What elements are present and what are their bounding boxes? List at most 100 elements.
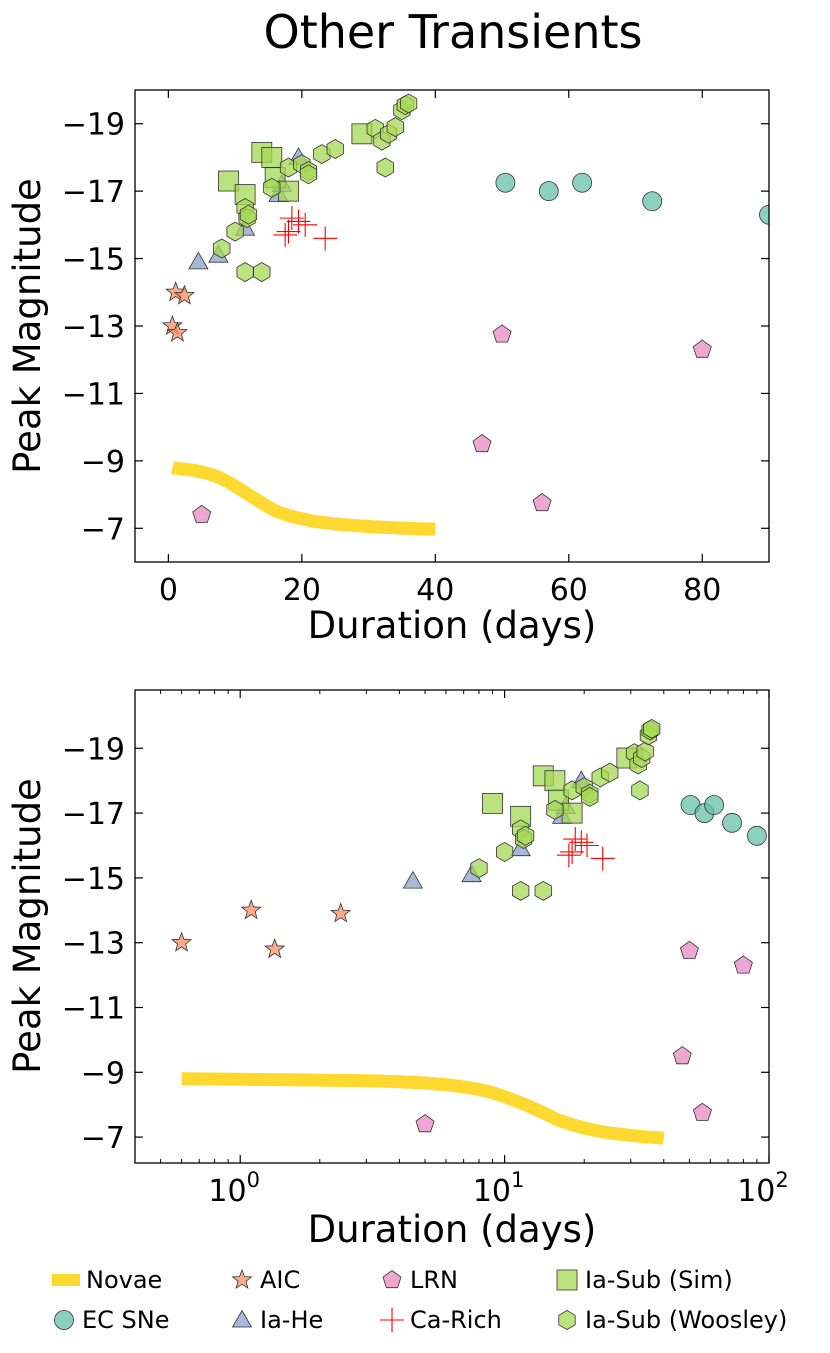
bottom-point-lrn xyxy=(672,1046,692,1065)
top-xtick-label: 20 xyxy=(283,573,321,608)
top-plot-frame xyxy=(134,89,770,563)
top-ylabel: Peak Magnitude xyxy=(6,178,49,474)
bottom-series-ia_sub_woosley xyxy=(470,718,661,901)
bottom-point-ca_rich xyxy=(575,833,600,858)
bottom-series-lrn xyxy=(415,940,753,1133)
bottom-point-ec_sne xyxy=(747,825,767,846)
top-point-ca_rich xyxy=(273,222,298,247)
top-point-ca_rich xyxy=(276,219,301,244)
top-point-ia_sub_sim xyxy=(218,170,239,192)
bottom-series-aic xyxy=(170,899,352,959)
bottom-point-ia_sub_woosley xyxy=(495,842,514,862)
top-point-ia_sub_woosley xyxy=(236,262,254,283)
legend-entry-lrn: LRN xyxy=(382,1266,458,1294)
top-ytick-label: −9 xyxy=(81,445,125,480)
legend-entry-aic: AIC xyxy=(231,1266,300,1294)
top-point-lrn xyxy=(472,434,492,453)
bottom-point-ia_sub_sim xyxy=(482,792,503,814)
bottom-point-lrn xyxy=(415,1114,435,1133)
legend-entry-ca_rich: Ca-Rich xyxy=(380,1306,502,1334)
top-series-novae xyxy=(169,461,436,536)
bottom-point-ia_sub_woosley xyxy=(636,741,654,762)
bottom-point-lrn xyxy=(733,955,753,974)
top-point-lrn xyxy=(192,504,212,523)
legend-swatch-ia_he xyxy=(231,1309,253,1328)
top-point-ia_sub_woosley xyxy=(299,164,318,185)
top-xlabel: Duration (days) xyxy=(308,604,597,647)
legend-entry-ec_sne: EC SNe xyxy=(54,1306,170,1334)
top-ytick-label: −11 xyxy=(62,377,125,412)
top-point-lrn xyxy=(492,324,512,343)
bottom-novae-line xyxy=(181,1072,665,1145)
legend-entry-novae: Novae xyxy=(52,1266,162,1294)
legend-swatch-ia_sub_woosley xyxy=(558,1310,576,1330)
top-point-ec_sne xyxy=(759,204,769,225)
bottom-xtick-label: 102 xyxy=(737,1168,789,1209)
top-series-ca_rich xyxy=(273,206,338,251)
bottom-xtick-label: 100 xyxy=(208,1168,260,1209)
bottom-point-ia_sub_woosley xyxy=(512,880,530,901)
bottom-point-ca_rich xyxy=(560,839,585,864)
bottom-point-ia_sub_woosley xyxy=(643,718,661,739)
bottom-point-ec_sne xyxy=(722,812,742,833)
legend-label-ia_sub_woosley: Ia-Sub (Woosley) xyxy=(585,1306,787,1334)
legend: Novae AIC LRN Ia-Sub (Sim) EC SNe Ia-He Ca-Ric… xyxy=(52,1266,787,1334)
bottom-axes: 100 101 102−7−9−11−13−15−17−19 xyxy=(62,690,789,1209)
top-point-aic xyxy=(166,321,188,342)
bottom-point-ca_rich xyxy=(556,843,581,868)
top-point-ia_sub_sim xyxy=(278,180,299,202)
bottom-point-aic xyxy=(240,899,262,920)
bottom-xtick-label: 101 xyxy=(473,1168,525,1209)
top-ytick-label: −7 xyxy=(81,512,125,547)
top-series-aic xyxy=(161,281,195,342)
bottom-point-ia_he xyxy=(402,870,424,889)
top-point-ec_sne xyxy=(538,181,559,202)
top-point-lrn xyxy=(532,493,552,512)
bottom-xtick-exponent: 1 xyxy=(511,1168,524,1192)
top-point-ia_sub_woosley xyxy=(326,139,344,159)
top-point-ca_rich xyxy=(293,212,318,237)
bottom-point-ca_rich xyxy=(569,830,594,855)
chart-top: 0 20 40 60 80 −7 −9 −11 −13 −15 −17 −19 Duration (d… xyxy=(6,89,770,647)
bottom-ytick-label: −19 xyxy=(62,732,125,767)
top-ytick-label: −13 xyxy=(62,310,125,345)
top-point-ia_sub_woosley xyxy=(213,238,231,259)
bottom-point-ia_sub_woosley xyxy=(516,825,535,846)
bottom-ytick-label: −13 xyxy=(62,927,125,962)
legend-label-ia_sub_sim: Ia-Sub (Sim) xyxy=(585,1266,733,1294)
bottom-ylabel: Peak Magnitude xyxy=(6,778,49,1074)
top-point-ia_sub_woosley xyxy=(386,117,404,138)
top-point-ia_sub_woosley xyxy=(399,93,418,114)
bottom-plot-frame xyxy=(134,689,770,1164)
bottom-ytick-label: −17 xyxy=(62,797,125,832)
bottom-ytick-label: −15 xyxy=(62,862,125,897)
top-point-ca_rich xyxy=(286,209,311,234)
top-point-ia_sub_sim xyxy=(261,147,283,168)
top-point-ec_sne xyxy=(572,172,593,193)
top-xtick-label: 0 xyxy=(159,573,178,608)
legend-swatch-ca_rich xyxy=(380,1308,404,1332)
bottom-point-aic xyxy=(264,938,286,959)
legend-label-lrn: LRN xyxy=(410,1266,458,1294)
legend-swatch-aic xyxy=(231,1268,253,1290)
bottom-point-aic xyxy=(170,931,193,952)
top-point-ca_rich xyxy=(279,206,304,231)
legend-swatch-ia_sub_sim xyxy=(556,1269,578,1291)
bottom-point-ia_sub_woosley xyxy=(546,799,564,820)
legend-label-aic: AIC xyxy=(260,1266,300,1294)
bottom-series-novae xyxy=(181,1072,665,1145)
bottom-point-ia_sub_woosley xyxy=(631,780,649,801)
bottom-xlabel: Duration (days) xyxy=(308,1208,597,1251)
bottom-xtick-exponent: 0 xyxy=(247,1168,260,1192)
top-ytick-label: −17 xyxy=(62,175,125,210)
legend-entry-ia_sub_woosley: Ia-Sub (Woosley) xyxy=(558,1306,787,1334)
top-ytick-label: −19 xyxy=(62,108,125,143)
bottom-point-aic xyxy=(330,902,352,923)
legend-entry-ia_he: Ia-He xyxy=(231,1306,323,1334)
top-point-ia_sub_woosley xyxy=(239,204,258,225)
bottom-point-ia_sub_sim xyxy=(544,770,566,792)
legend-swatch-ec_sne xyxy=(54,1310,74,1330)
top-point-ia_sub_woosley xyxy=(263,177,281,198)
bottom-point-ia_sub_woosley xyxy=(470,858,488,879)
top-xtick-label: 40 xyxy=(416,573,454,608)
